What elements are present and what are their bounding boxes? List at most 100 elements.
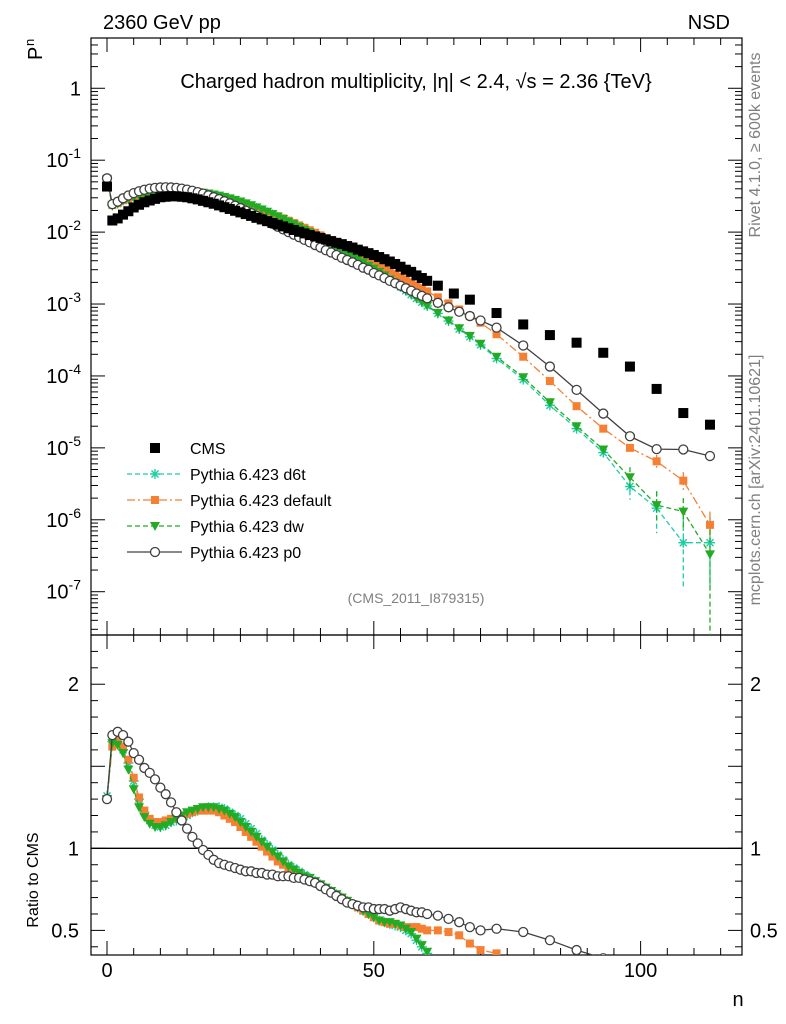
ratio-point-p0	[160, 789, 171, 800]
y-tick-label: 10-4	[46, 361, 81, 388]
point-cms	[315, 232, 326, 243]
ratio-point-dw	[278, 857, 289, 867]
ratio-point-p0	[123, 736, 134, 747]
x-axis-label: n	[732, 989, 743, 1011]
point-cms	[139, 197, 150, 208]
point-cms	[624, 361, 635, 372]
ratio-point-dw	[134, 803, 145, 813]
ratio-point-dw	[128, 785, 139, 795]
ratio-point-p0	[192, 838, 203, 849]
point-default	[412, 281, 421, 290]
point-cms	[102, 181, 113, 192]
ratio-point-dw	[166, 818, 177, 828]
ratio-point-p0	[101, 793, 113, 805]
point-default	[625, 443, 634, 452]
point-default	[652, 457, 661, 466]
ratio-point-default	[119, 742, 128, 751]
point-p0	[491, 322, 502, 333]
point-cms	[294, 226, 305, 237]
point-dw	[704, 550, 715, 560]
y-tick-label: 10-2	[46, 217, 81, 244]
point-cms	[187, 193, 198, 204]
point-cms	[262, 216, 273, 227]
point-cms	[230, 205, 241, 216]
main-panel-frame	[90, 37, 743, 636]
point-dw	[272, 212, 283, 222]
ratio-point-p0	[181, 823, 193, 834]
legend-label-d6t: Pythia 6.423 d6t	[190, 467, 306, 484]
point-p0	[598, 408, 609, 419]
point-default	[359, 252, 368, 261]
ratio-point-default	[476, 946, 485, 955]
legend-marker-cms	[150, 443, 160, 453]
point-p0	[422, 293, 433, 304]
ratio-point-dw	[144, 819, 155, 829]
ratio-point-default	[151, 818, 160, 827]
ratio-point-default	[444, 928, 453, 937]
point-cms	[448, 288, 459, 299]
ratio-point-p0	[491, 923, 502, 934]
legend-marker-d6t	[150, 469, 160, 479]
point-default	[375, 260, 384, 269]
point-default	[401, 275, 410, 284]
point-default	[391, 270, 400, 279]
point-cms	[118, 209, 129, 220]
ratio-point-p0	[117, 729, 129, 741]
ratio-point-dw	[235, 818, 246, 828]
header-left-label: 2360 GeV pp	[103, 12, 221, 34]
point-cms	[192, 194, 203, 205]
ratio-point-dw	[118, 749, 129, 759]
ratio-tick-label-left: 0.5	[51, 920, 79, 942]
point-cms	[304, 230, 315, 241]
point-dw	[475, 339, 486, 349]
legend-marker-default	[151, 496, 159, 504]
ratio-point-p0	[518, 926, 529, 938]
ratio-point-default	[492, 949, 501, 955]
ratio-point-dw	[267, 847, 278, 857]
point-p0	[454, 306, 465, 317]
ratio-point-default	[465, 939, 474, 948]
ratio-point-default	[423, 926, 432, 935]
rivet-version-label: Rivet 4.1.0, ≥ 600k events	[747, 53, 764, 238]
point-cms	[342, 241, 353, 252]
point-cms	[107, 215, 118, 226]
point-cms	[150, 193, 161, 204]
point-cms	[416, 273, 427, 284]
mcplots-label: mcplots.cern.ch [arXiv:2401.10621]	[747, 355, 764, 606]
point-default	[369, 258, 378, 267]
point-cms	[331, 237, 342, 248]
point-cms	[598, 347, 609, 358]
point-cms	[128, 202, 139, 213]
point-dw	[624, 473, 635, 483]
legend-entry-dw: Pythia 6.423 dw	[127, 519, 304, 536]
point-cms	[491, 308, 502, 319]
ratio-point-default	[412, 923, 421, 932]
ratio-point-dw	[406, 928, 417, 938]
ratio-point-dw	[224, 809, 235, 819]
ratio-series-layer	[101, 726, 608, 955]
point-cms	[678, 408, 689, 419]
legend-marker-p0	[149, 546, 161, 558]
ratio-point-dw	[230, 813, 241, 823]
point-cms	[198, 195, 209, 206]
y-tick-label: 10-3	[46, 289, 81, 316]
y-axis-label-top-sub: n	[22, 39, 37, 46]
ratio-point-p0	[475, 925, 486, 936]
x-tick-label: 0	[101, 960, 112, 982]
point-dw	[443, 316, 454, 326]
point-cms	[267, 217, 278, 228]
ratio-point-dw	[283, 862, 294, 872]
point-p0	[704, 450, 716, 462]
ratio-point-default	[113, 736, 122, 745]
ratio-point-p0	[422, 908, 433, 920]
legend-label-cms: CMS	[190, 441, 226, 458]
point-p0	[544, 361, 556, 372]
point-default	[407, 278, 416, 287]
main-axes: 1 10-1 10-2 10-3 10-4 10-5 10-6 10-7	[46, 37, 742, 635]
point-cms	[123, 206, 134, 217]
point-dw	[598, 445, 609, 455]
point-d6t	[678, 537, 689, 548]
point-cms	[160, 191, 171, 202]
ratio-point-p0	[454, 917, 465, 928]
point-cms	[246, 210, 257, 221]
